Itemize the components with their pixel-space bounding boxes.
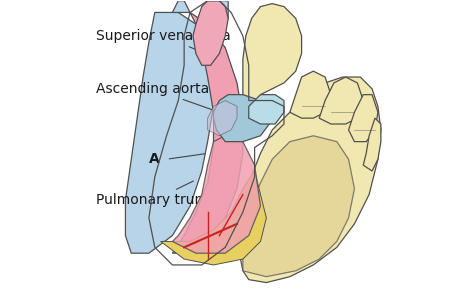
Polygon shape xyxy=(213,95,269,142)
Polygon shape xyxy=(126,12,213,253)
Polygon shape xyxy=(243,136,355,277)
Polygon shape xyxy=(173,1,190,12)
Polygon shape xyxy=(243,4,301,130)
Polygon shape xyxy=(348,95,378,142)
Text: A: A xyxy=(149,152,160,166)
Polygon shape xyxy=(173,12,243,253)
Polygon shape xyxy=(173,136,261,253)
Polygon shape xyxy=(249,95,284,124)
Polygon shape xyxy=(161,171,266,265)
Polygon shape xyxy=(290,71,331,118)
Polygon shape xyxy=(208,101,237,136)
Text: Superior vena cava: Superior vena cava xyxy=(96,29,231,58)
Polygon shape xyxy=(193,1,228,65)
Polygon shape xyxy=(202,1,228,48)
Polygon shape xyxy=(319,77,363,124)
Polygon shape xyxy=(237,77,381,283)
Text: Ascending aorta: Ascending aorta xyxy=(96,82,217,111)
Text: Pulmonary trunk: Pulmonary trunk xyxy=(96,181,211,207)
Polygon shape xyxy=(363,118,381,171)
